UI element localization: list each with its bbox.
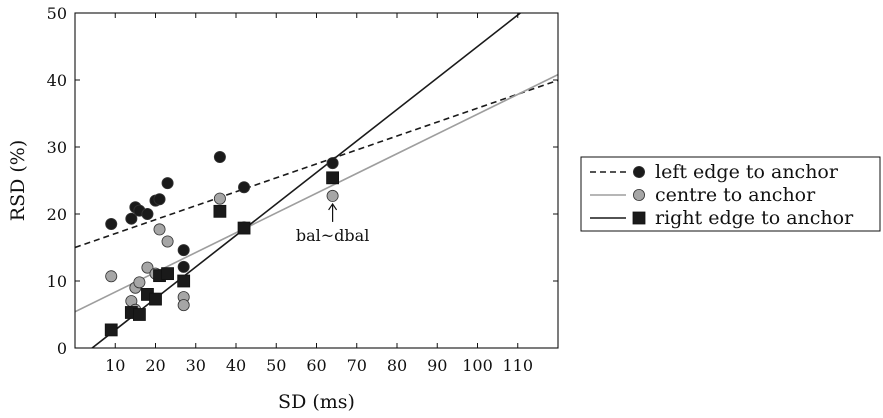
data-point (133, 276, 146, 289)
data-point (132, 308, 146, 321)
data-point (153, 223, 166, 236)
x-tick-label: 90 (427, 356, 447, 375)
series-0-points (105, 151, 339, 273)
y-tick-label: 50 (47, 4, 67, 23)
x-tick-label: 30 (186, 356, 206, 375)
annotation-0: bal~dbal (296, 202, 369, 245)
data-point (149, 292, 162, 306)
y-tick-label: 30 (47, 138, 67, 157)
y-tick-label: 0 (57, 339, 67, 358)
fit-lines (75, 13, 558, 348)
data-point (326, 189, 339, 202)
data-point (161, 235, 174, 248)
fit-line-1 (75, 73, 558, 313)
x-tick-label: 20 (145, 356, 165, 375)
data-point (141, 261, 154, 274)
data-point (213, 204, 227, 218)
data-point (161, 267, 174, 281)
fit-line-2 (90, 13, 522, 348)
data-point (125, 212, 138, 225)
data-point (238, 181, 251, 194)
x-axis-title: SD (ms) (278, 391, 355, 413)
annotation-label: bal~dbal (296, 226, 369, 245)
y-tick-label: 20 (47, 205, 67, 224)
data-point (326, 157, 339, 170)
legend-label: centre to anchor (655, 184, 816, 206)
data-point (104, 323, 118, 337)
data-point (237, 221, 251, 235)
data-point (177, 244, 190, 257)
x-tick-label: 50 (266, 356, 286, 375)
data-point (213, 151, 226, 164)
annotation-arrow-head (328, 202, 338, 211)
y-axis-ticks: 0 10 20 30 40 50 (47, 4, 558, 358)
fit-line-0 (75, 79, 558, 249)
y-tick-label: 10 (47, 272, 67, 291)
x-axis-ticks: 10 20 30 40 50 60 70 80 90 100 110 (105, 13, 533, 375)
legend-marker (633, 165, 646, 178)
data-point (153, 193, 166, 206)
data-point (177, 260, 190, 273)
data-point (105, 218, 118, 231)
x-tick-label: 80 (387, 356, 407, 375)
legend-entry-0: left edge to anchor (590, 161, 839, 183)
data-point (213, 192, 226, 205)
x-tick-label: 60 (306, 356, 326, 375)
data-point (326, 171, 340, 185)
legend-frame (580, 156, 881, 232)
plot-area: bal~dbal 10 20 30 40 50 60 70 80 90 100 110 0 10 20 30 4… (7, 4, 559, 413)
y-tick-label: 40 (47, 71, 67, 90)
legend-marker (633, 188, 646, 201)
data-point (177, 274, 191, 288)
legend-label: left edge to anchor (655, 161, 839, 183)
data-point (105, 270, 118, 283)
y-axis-title: RSD (%) (7, 140, 29, 221)
legend-entry-1: centre to anchor (590, 184, 816, 206)
x-tick-label: 100 (462, 356, 493, 375)
legend-label: right edge to anchor (655, 207, 854, 229)
data-point (177, 299, 190, 312)
series-2-points (104, 171, 340, 337)
data-point (141, 207, 154, 220)
x-tick-label: 110 (502, 356, 533, 375)
data-point (161, 177, 174, 190)
legend-marker (632, 211, 646, 225)
x-tick-label: 10 (105, 356, 125, 375)
x-tick-label: 40 (226, 356, 246, 375)
x-tick-label: 70 (347, 356, 367, 375)
legend-entry-2: right edge to anchor (590, 207, 854, 229)
